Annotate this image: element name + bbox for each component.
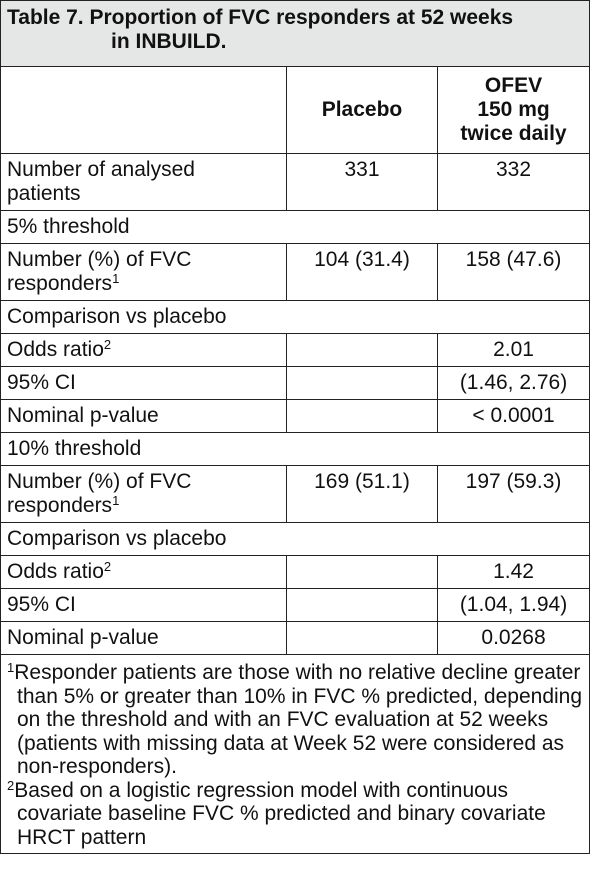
responders-5-word: responders xyxy=(7,272,113,295)
responders-5-line2: responders1 xyxy=(7,272,280,296)
ci-5-label: 95% CI xyxy=(0,366,287,400)
responders-5-label: Number (%) of FVC responders1 xyxy=(0,243,287,301)
ofev-header-line1: OFEV xyxy=(484,74,543,97)
table-row: 95% CI (1.46, 2.76) xyxy=(0,366,591,400)
table-row: Nominal p-value 0.0268 xyxy=(0,621,591,655)
table-row: Odds ratio2 1.42 xyxy=(0,555,591,589)
column-header-row: Placebo OFEV 150 mg twice daily xyxy=(0,66,591,154)
fvc-responders-table: Table 7. Proportion of FVC responders at… xyxy=(0,0,591,854)
footnote-1: 1Responder patients are those with no re… xyxy=(7,661,583,779)
ci-10-ofev: (1.04, 1.94) xyxy=(436,588,591,622)
ofev-column-header: OFEV 150 mg twice daily xyxy=(436,66,591,154)
table-row: Number (%) of FVC responders1 169 (51.1)… xyxy=(0,465,591,523)
analysed-label: Number of analysed patients xyxy=(0,153,287,211)
p-10-label: Nominal p-value xyxy=(0,621,287,655)
odds-5-placebo xyxy=(286,333,438,367)
placebo-column-header: Placebo xyxy=(286,66,438,154)
footnote-mark: 1 xyxy=(112,271,120,286)
header-empty-cell xyxy=(0,66,287,154)
odds-5-label-text: Odds ratio xyxy=(7,338,104,361)
table-row: 95% CI (1.04, 1.94) xyxy=(0,588,591,622)
comparison-10-label: Comparison vs placebo xyxy=(0,522,591,556)
odds-10-ofev: 1.42 xyxy=(436,555,591,589)
p-5-label: Nominal p-value xyxy=(0,399,287,433)
ci-10-placebo xyxy=(286,588,438,622)
table-row: Comparison vs placebo xyxy=(0,522,591,556)
table-row: 10% threshold xyxy=(0,432,591,466)
p-5-placebo xyxy=(286,399,438,433)
footnote-mark: 2 xyxy=(7,777,15,793)
odds-10-placebo xyxy=(286,555,438,589)
responders-10-label: Number (%) of FVC responders1 xyxy=(0,465,287,523)
footnote-mark: 2 xyxy=(103,559,112,574)
table-row: Nominal p-value < 0.0001 xyxy=(0,399,591,433)
footnotes-row: 1Responder patients are those with no re… xyxy=(0,654,591,854)
table-row: Number (%) of FVC responders1 104 (31.4)… xyxy=(0,243,591,301)
analysed-placebo: 331 xyxy=(286,153,438,211)
footnote-2-text: Based on a logistic regression model wit… xyxy=(14,778,546,849)
analysed-label-line1: Number of analysed xyxy=(7,158,195,181)
responders-10-ofev: 197 (59.3) xyxy=(436,465,591,523)
responders-5-line1: Number (%) of FVC xyxy=(7,248,192,271)
footnotes: 1Responder patients are those with no re… xyxy=(0,654,591,854)
odds-10-label-text: Odds ratio xyxy=(7,560,104,583)
table-title: Table 7. Proportion of FVC responders at… xyxy=(0,0,591,67)
footnote-2: 2Based on a logistic regression model wi… xyxy=(7,779,583,850)
table-title-line2: in INBUILD. xyxy=(111,30,227,53)
comparison-5-label: Comparison vs placebo xyxy=(0,300,591,334)
footnote-mark: 1 xyxy=(112,493,120,508)
responders-10-line2: responders1 xyxy=(7,494,280,518)
table-row: Odds ratio2 2.01 xyxy=(0,333,591,367)
table-title-line1: Table 7. Proportion of FVC responders at… xyxy=(7,6,514,29)
ci-5-placebo xyxy=(286,366,438,400)
threshold-10-label: 10% threshold xyxy=(0,432,591,466)
odds-10-label: Odds ratio2 xyxy=(0,555,287,589)
responders-5-placebo: 104 (31.4) xyxy=(286,243,438,301)
responders-5-ofev: 158 (47.6) xyxy=(436,243,591,301)
responders-10-line1: Number (%) of FVC xyxy=(7,470,192,493)
table-row: Number of analysed patients 331 332 xyxy=(0,153,591,211)
analysed-label-line2: patients xyxy=(7,182,81,205)
footnote-mark: 2 xyxy=(103,337,112,352)
p-5-ofev: < 0.0001 xyxy=(436,399,591,433)
ci-5-ofev: (1.46, 2.76) xyxy=(436,366,591,400)
responders-10-word: responders xyxy=(7,494,113,517)
responders-10-placebo: 169 (51.1) xyxy=(286,465,438,523)
table-row: Comparison vs placebo xyxy=(0,300,591,334)
p-10-ofev: 0.0268 xyxy=(436,621,591,655)
odds-5-ofev: 2.01 xyxy=(436,333,591,367)
threshold-5-label: 5% threshold xyxy=(0,210,591,244)
table-row: 5% threshold xyxy=(0,210,591,244)
ci-10-label: 95% CI xyxy=(0,588,287,622)
ofev-header-line3: twice daily xyxy=(460,122,567,145)
odds-5-label: Odds ratio2 xyxy=(0,333,287,367)
ofev-header-line2: 150 mg xyxy=(477,98,550,121)
analysed-ofev: 332 xyxy=(436,153,591,211)
p-10-placebo xyxy=(286,621,438,655)
footnote-mark: 1 xyxy=(7,660,15,675)
footnote-1-text: Responder patients are those with no rel… xyxy=(14,661,583,778)
